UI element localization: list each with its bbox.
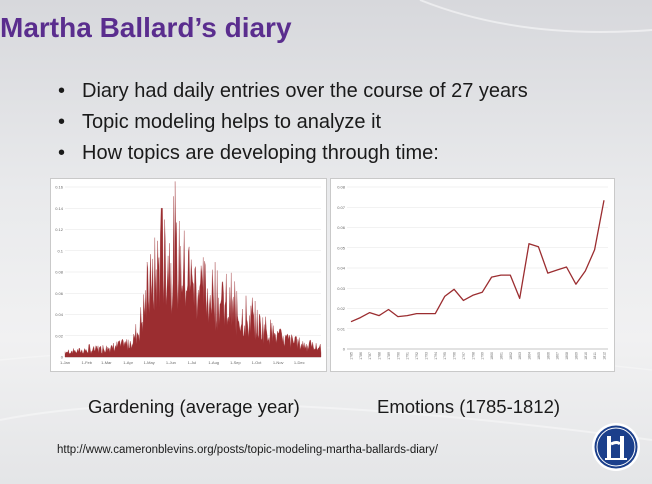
x-tick-label: 1799 xyxy=(481,352,485,360)
bullet-item: How topics are developing through time: xyxy=(58,138,528,169)
gardening-chart-panel: 0 0.02 0.04 0.06 0.08 0.1 0.12 0.14 0.16 1-Jan 1-F… xyxy=(50,178,327,372)
x-tick-label: 1-Sep xyxy=(230,360,241,365)
x-tick-label: 1802 xyxy=(509,352,513,360)
emotions-line-series xyxy=(350,200,605,323)
x-tick-label: 1-Jan xyxy=(60,360,70,365)
y-tick-label: 0.05 xyxy=(337,245,346,250)
x-tick-label: 1-Jun xyxy=(166,360,176,365)
x-tick-label: 1788 xyxy=(378,352,382,360)
emotions-chart: 0 0.01 0.02 0.03 0.04 0.05 0.06 0.07 0.08 1785 178… xyxy=(337,185,608,360)
x-tick-label: 1-Oct xyxy=(252,360,263,365)
x-tick-label: 1-Feb xyxy=(82,360,93,365)
x-tick-label: 1797 xyxy=(462,352,466,360)
y-tick-label: 0.08 xyxy=(55,270,64,275)
x-tick-label: 1806 xyxy=(546,352,550,360)
y-tick-label: 0.08 xyxy=(337,185,346,190)
x-tick-label: 1-Jul xyxy=(188,360,197,365)
x-tick-label: 1792 xyxy=(415,352,419,360)
x-tick-label: 1798 xyxy=(471,352,475,360)
bullet-item: Diary had daily entries over the course … xyxy=(58,76,528,107)
x-tick-label: 1-Aug xyxy=(208,360,219,365)
x-tick-label: 1795 xyxy=(443,352,447,360)
gardening-area-series xyxy=(64,181,322,358)
y-tick-label: 0.02 xyxy=(55,333,64,338)
x-tick-label: 1-Apr xyxy=(123,360,133,365)
y-tick-label: 0.03 xyxy=(337,286,346,291)
x-tick-label: 1793 xyxy=(424,352,428,360)
y-tick-label: 0 xyxy=(343,347,346,352)
x-tick-label: 1-Dec xyxy=(294,360,305,365)
slide-title: Martha Ballard’s diary xyxy=(0,12,292,43)
x-tick-label: 1785 xyxy=(350,352,354,360)
y-tick-label: 0.14 xyxy=(55,206,64,211)
x-tick-label: 1796 xyxy=(453,352,457,360)
y-tick-label: 0.16 xyxy=(55,185,64,190)
y-tick-label: 0.1 xyxy=(57,248,63,253)
gardening-caption: Gardening (average year) xyxy=(88,396,300,417)
x-tick-label: 1801 xyxy=(499,352,503,360)
x-tick-label: 1-Mar xyxy=(101,360,112,365)
emotions-chart-panel: 0 0.01 0.02 0.03 0.04 0.05 0.06 0.07 0.08 1785 178… xyxy=(330,178,615,372)
y-tick-label: 0.04 xyxy=(337,266,346,271)
x-tick-label: 1790 xyxy=(396,352,400,360)
emotions-caption: Emotions (1785-1812) xyxy=(377,396,561,417)
y-tick-label: 0.06 xyxy=(55,291,64,296)
x-tick-label: 1-May xyxy=(144,360,155,365)
y-tick-label: 0.12 xyxy=(55,227,64,232)
x-tick-label: 1786 xyxy=(359,352,363,360)
y-tick-label: 0.02 xyxy=(337,306,346,311)
x-tick-label: 1787 xyxy=(368,352,372,360)
x-tick-label: 1800 xyxy=(490,352,494,360)
x-tick-label: 1810 xyxy=(584,352,588,360)
hse-university-logo-icon xyxy=(591,422,641,472)
x-tick-label: 1809 xyxy=(574,352,578,360)
bullet-list: Diary had daily entries over the course … xyxy=(58,76,528,169)
x-tick-label: 1812 xyxy=(603,352,607,360)
source-url: http://www.cameronblevins.org/posts/topi… xyxy=(57,444,438,456)
y-tick-label: 0.06 xyxy=(337,225,346,230)
x-tick-label: 1794 xyxy=(434,352,438,360)
x-tick-label: 1807 xyxy=(556,352,560,360)
x-tick-label: 1811 xyxy=(593,352,597,360)
x-tick-label: 1804 xyxy=(528,352,532,360)
gardening-chart: 0 0.02 0.04 0.06 0.08 0.1 0.12 0.14 0.16 1-Jan 1-F… xyxy=(55,181,322,365)
x-tick-label: 1789 xyxy=(387,352,391,360)
x-tick-label: 1-Nov xyxy=(273,360,284,365)
y-tick-label: 0.01 xyxy=(337,326,346,331)
x-tick-label: 1803 xyxy=(518,352,522,360)
y-tick-label: 0.04 xyxy=(55,312,64,317)
x-tick-label: 1808 xyxy=(565,352,569,360)
y-tick-label: 0 xyxy=(61,355,64,360)
bullet-item: Topic modeling helps to analyze it xyxy=(58,107,528,138)
y-tick-label: 0.07 xyxy=(337,205,346,210)
x-tick-label: 1805 xyxy=(537,352,541,360)
x-tick-label: 1791 xyxy=(406,352,410,360)
